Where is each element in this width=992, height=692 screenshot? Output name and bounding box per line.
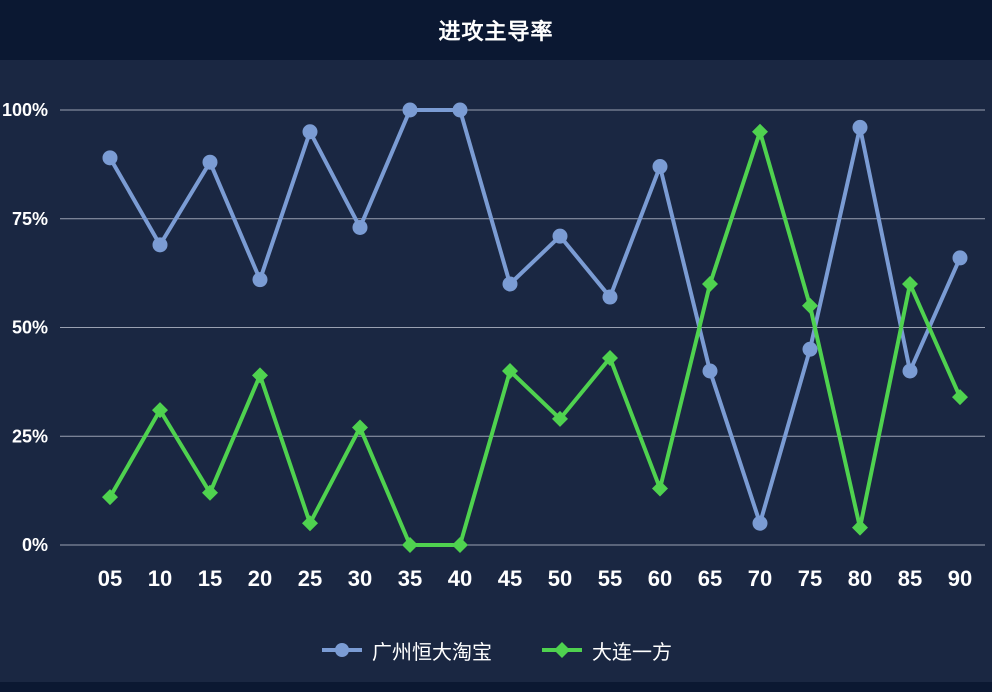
svg-text:25: 25 (298, 566, 322, 591)
svg-text:80: 80 (848, 566, 872, 591)
svg-text:70: 70 (748, 566, 772, 591)
svg-text:60: 60 (648, 566, 672, 591)
svg-text:85: 85 (898, 566, 922, 591)
legend-label-guangzhou: 广州恒大淘宝 (372, 641, 492, 664)
svg-text:15: 15 (198, 566, 222, 591)
svg-text:40: 40 (448, 566, 472, 591)
svg-text:45: 45 (498, 566, 522, 591)
footer-strip (0, 682, 992, 692)
legend-diamond-marker-icon (542, 642, 582, 658)
line-chart: 0% 25% 50% 75% 100% 05 10 15 20 25 30 35 40 45 50 55 60 6… (2, 100, 985, 591)
svg-text:55: 55 (598, 566, 622, 591)
legend-circle-marker-icon (322, 643, 362, 657)
svg-text:10: 10 (148, 566, 172, 591)
svg-text:05: 05 (98, 566, 122, 591)
chart-title: 进攻主导率 (438, 19, 554, 44)
svg-text:75: 75 (798, 566, 822, 591)
chart-legend: 广州恒大淘宝 大连一方 (0, 632, 992, 668)
svg-text:50: 50 (548, 566, 572, 591)
svg-text:75%: 75% (12, 209, 48, 229)
legend-item-guangzhou[interactable]: 广州恒大淘宝 (320, 636, 492, 665)
svg-text:25%: 25% (12, 426, 48, 446)
svg-text:65: 65 (698, 566, 722, 591)
svg-text:20: 20 (248, 566, 272, 591)
legend-item-dalian[interactable]: 大连一方 (540, 636, 672, 665)
svg-text:100%: 100% (2, 100, 48, 120)
svg-text:35: 35 (398, 566, 422, 591)
chart-panel: 0% 25% 50% 75% 100% 05 10 15 20 25 30 35 40 45 50 55 60 6… (0, 60, 992, 682)
svg-text:0%: 0% (22, 535, 48, 555)
chart-header: 进攻主导率 (0, 0, 992, 60)
svg-text:50%: 50% (12, 318, 48, 338)
svg-text:90: 90 (948, 566, 972, 591)
svg-text:30: 30 (348, 566, 372, 591)
legend-label-dalian: 大连一方 (592, 641, 672, 664)
